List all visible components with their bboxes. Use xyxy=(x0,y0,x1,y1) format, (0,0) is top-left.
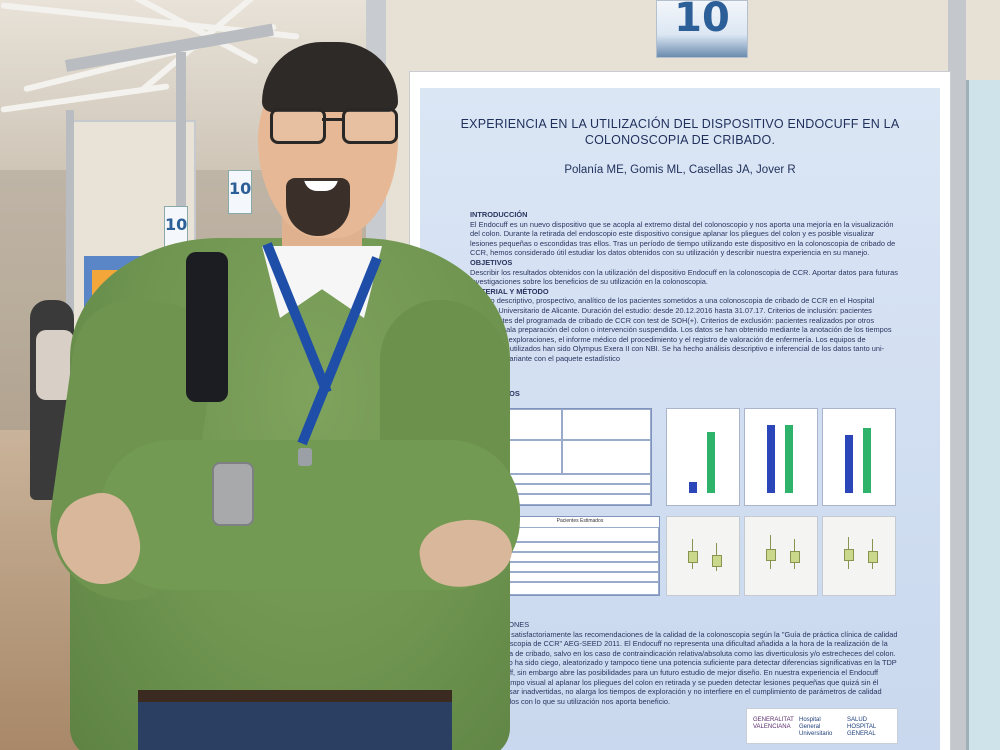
results-table-2: Pacientes Estimados xyxy=(500,516,660,596)
poster-title: EXPERIENCIA EN LA UTILIZACIÓN DEL DISPOS… xyxy=(460,117,900,147)
box-plot xyxy=(744,516,818,596)
bar-chart xyxy=(666,408,740,506)
table-heading: Pacientes Estimados xyxy=(556,518,604,524)
backpack-strap xyxy=(186,252,228,402)
wristwatch xyxy=(212,462,254,526)
section-text: Estudio descriptivo, prospectivo, analít… xyxy=(470,296,892,363)
booth-pole xyxy=(66,110,74,410)
section-text: Describir los resultados obtenidos con l… xyxy=(470,267,898,287)
belt xyxy=(138,690,452,702)
stand-number-sign: 10 xyxy=(656,0,748,58)
box-plot xyxy=(666,516,740,596)
scientific-poster: EXPERIENCIA EN LA UTILIZACIÓN DEL DISPOS… xyxy=(410,72,950,750)
poster-conclusions: CONCLUSIONES Se cumplen satisfactoriamen… xyxy=(470,620,900,706)
poster-body: INTRODUCCIÓN El Endocuff es un nuevo dis… xyxy=(470,210,900,364)
bar xyxy=(785,425,793,493)
section-heading: MATERIAL Y MÉTODO xyxy=(470,286,549,296)
box-plot xyxy=(822,516,896,596)
section-heading: INTRODUCCIÓN xyxy=(470,210,528,219)
board-frame xyxy=(948,0,966,750)
section-text: El Endocuff es un nuevo dispositivo que … xyxy=(470,219,896,258)
glasses-icon xyxy=(270,108,398,144)
section-heading: CONCLUSIONES xyxy=(470,620,900,630)
stand-number-sign-small: 10 xyxy=(228,170,252,214)
adjacent-poster xyxy=(966,80,1000,750)
logo-salud: SALUD HOSPITAL GENERAL xyxy=(847,717,877,737)
bar xyxy=(689,482,697,493)
bar-chart xyxy=(744,408,818,506)
bar xyxy=(845,435,853,493)
logo-hospital: Hospital General Universitario xyxy=(799,717,833,737)
results-table-1 xyxy=(500,408,652,506)
bar-chart xyxy=(822,408,896,506)
section-text: Se cumplen satisfactoriamente las recome… xyxy=(470,629,898,706)
poster-authors: Polanía ME, Gomis ML, Casellas JA, Jover… xyxy=(564,164,796,176)
institution-logos: GENERALITAT VALENCIANA Hospital General … xyxy=(746,708,898,744)
section-heading: OBJETIVOS xyxy=(470,257,513,267)
bar xyxy=(863,428,871,493)
lanyard-clip xyxy=(298,448,312,466)
smile xyxy=(304,178,338,191)
logo-generalitat: GENERALITAT VALENCIANA xyxy=(753,717,794,730)
bar xyxy=(767,425,775,493)
bar xyxy=(707,432,715,493)
